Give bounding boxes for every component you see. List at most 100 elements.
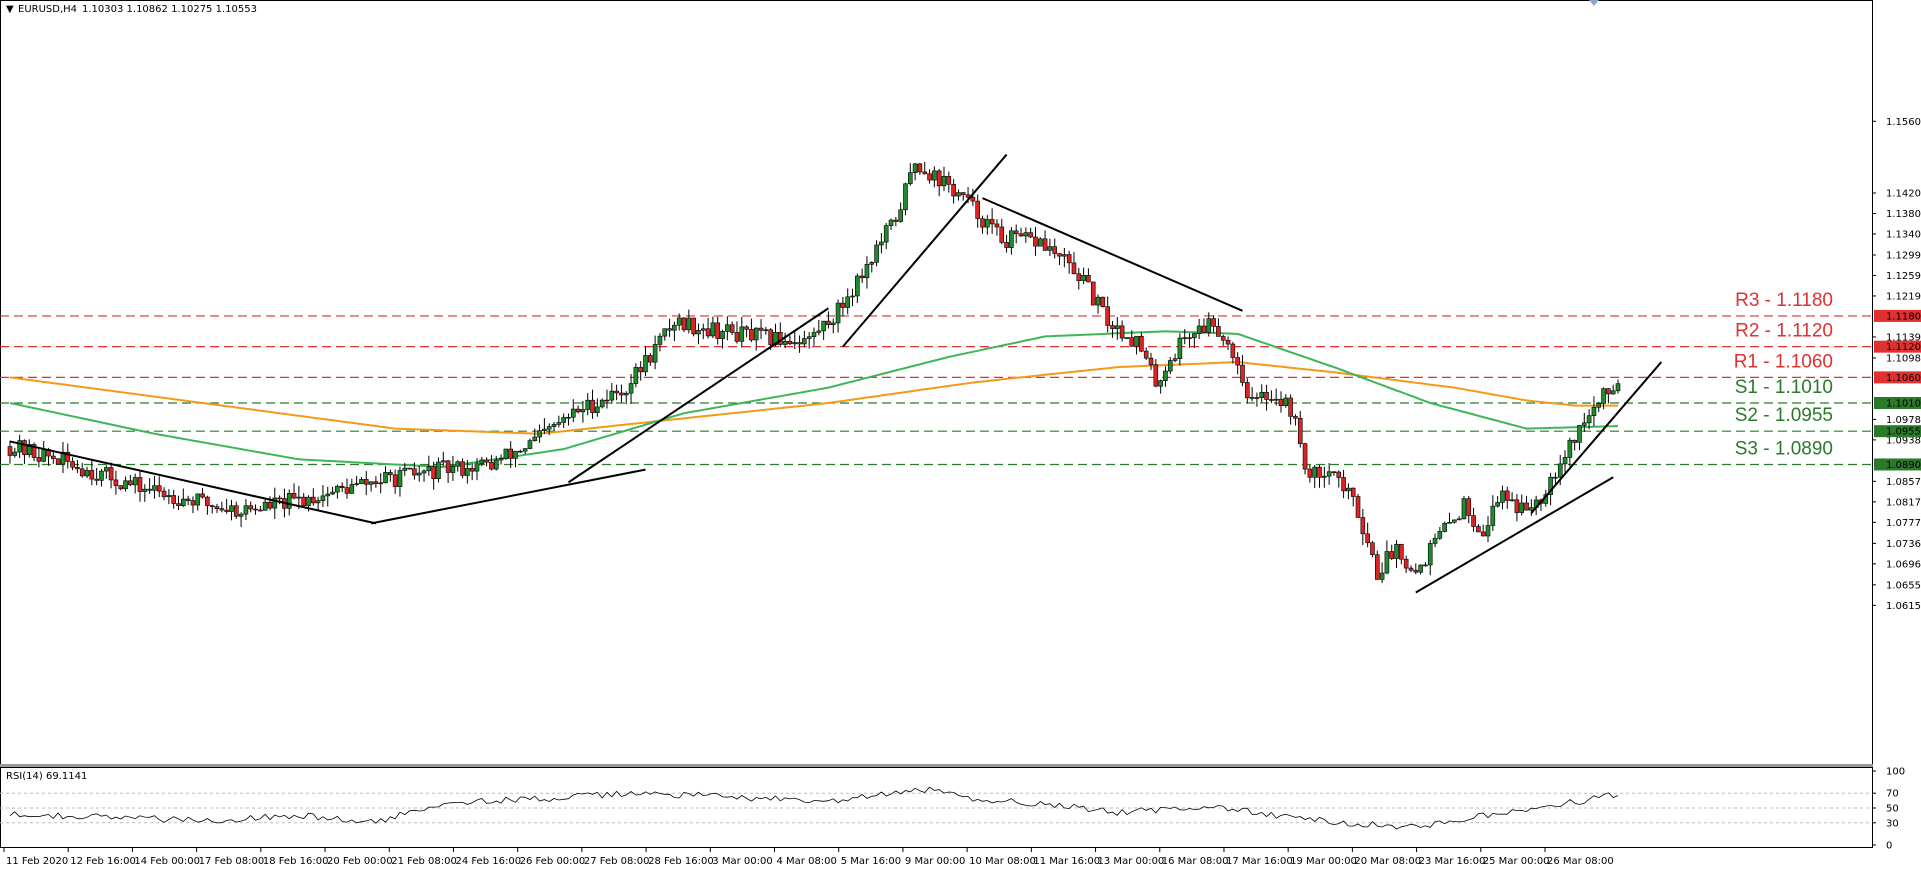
time-tick-label: 11 Mar 16:00 <box>1033 856 1100 867</box>
shift-marker-icon[interactable] <box>1589 0 1599 6</box>
trendline[interactable] <box>982 197 1243 312</box>
candle-body <box>128 480 133 486</box>
candle-body <box>1447 522 1452 524</box>
candle-body <box>503 448 509 460</box>
candle-body <box>397 470 403 487</box>
candle-body <box>1004 242 1009 248</box>
candle-body <box>970 196 976 202</box>
candle-body <box>874 244 879 263</box>
candle-body <box>1490 505 1496 526</box>
candle-body <box>75 466 80 470</box>
moving-averages <box>9 330 1619 469</box>
candle-body <box>763 329 769 332</box>
candle-body <box>233 505 239 517</box>
price-tick-label: 1.11390 <box>1886 332 1921 343</box>
candle-body <box>1211 318 1216 327</box>
candle-body <box>166 495 172 498</box>
time-tick-label: 16 Mar 08:00 <box>1162 856 1229 867</box>
candle-body <box>691 317 696 335</box>
candle-body <box>912 163 918 173</box>
candle-body <box>811 332 817 337</box>
candle-body <box>103 467 109 472</box>
candle-body <box>41 449 47 462</box>
trendline[interactable] <box>370 468 646 525</box>
candle-body <box>758 327 764 331</box>
candle-body <box>1047 246 1053 251</box>
price-tick-label: 1.09780 <box>1886 415 1921 426</box>
candle-body <box>537 430 542 438</box>
candle-body <box>445 460 451 473</box>
candle-body <box>152 485 157 491</box>
candle-body <box>272 497 278 509</box>
candle-body <box>652 344 658 363</box>
candle-body <box>1095 296 1101 306</box>
level-price-tag-label: 1.10600 <box>1886 373 1921 384</box>
candle-body <box>590 399 595 413</box>
trendlines[interactable] <box>9 153 1663 594</box>
level-price-tag <box>1874 340 1921 353</box>
candle-body <box>850 295 855 298</box>
candle-body <box>1370 542 1375 555</box>
ma-green-line <box>9 330 1619 469</box>
trendline[interactable] <box>842 153 1008 348</box>
candle-body <box>662 328 668 337</box>
ohlc-readout: 1.10303 1.10862 1.10275 1.10553 <box>82 4 257 15</box>
candle-body <box>113 479 119 486</box>
level-price-tag-label: 1.08900 <box>1886 460 1921 471</box>
candle-body <box>349 484 355 494</box>
candle-body <box>392 474 398 487</box>
time-tick-label: 20 Feb 00:00 <box>327 856 393 867</box>
candle-body <box>94 478 99 481</box>
candle-body <box>1013 230 1019 235</box>
candle-body <box>147 488 152 491</box>
candle-body <box>1312 466 1317 478</box>
candle-body <box>373 481 379 484</box>
candle-body <box>1581 422 1587 426</box>
trendline[interactable] <box>1530 361 1663 514</box>
candle-body <box>1115 325 1120 329</box>
candle-body <box>1278 398 1284 407</box>
candle-body <box>1288 397 1293 417</box>
candle-body <box>1509 499 1515 502</box>
candle-body <box>1273 398 1279 401</box>
candle-body <box>1139 335 1144 352</box>
candle-body <box>79 468 85 477</box>
level-label: S1 - 1.1010 <box>1735 377 1833 398</box>
candle-body <box>156 485 162 492</box>
candle-body <box>518 450 523 453</box>
candle-body <box>1153 364 1159 387</box>
candle-body <box>493 459 499 470</box>
candle-body <box>123 480 128 490</box>
candle-body <box>388 472 393 476</box>
trendline[interactable] <box>567 307 829 484</box>
candle-body <box>142 488 148 492</box>
candle-body <box>190 500 196 506</box>
candle-body <box>267 501 273 509</box>
candle-body <box>1615 383 1621 392</box>
candle-body <box>243 505 249 515</box>
candle-body <box>1307 468 1313 478</box>
price-tick-label: 1.12190 <box>1886 291 1921 302</box>
candle-body <box>1591 406 1597 416</box>
candle-body <box>1124 337 1130 339</box>
candle-body <box>1187 337 1192 339</box>
candle-body <box>580 409 586 413</box>
candle-body <box>686 317 692 331</box>
menu-arrow-icon[interactable]: ▼ <box>6 4 14 15</box>
candle-body <box>946 176 952 185</box>
candle-body <box>1244 382 1250 399</box>
candle-body <box>1090 281 1096 306</box>
candle-body <box>1042 238 1048 251</box>
candle-body <box>286 493 292 509</box>
candle-body <box>416 472 422 476</box>
time-tick-label: 21 Feb 08:00 <box>391 856 457 867</box>
trendline[interactable] <box>9 440 377 525</box>
candle-body <box>1076 273 1082 281</box>
trendline[interactable] <box>1415 476 1614 594</box>
candle-body <box>209 505 215 508</box>
candle-body <box>137 477 143 492</box>
candle-body <box>1495 502 1500 507</box>
time-tick-label: 18 Feb 16:00 <box>263 856 329 867</box>
